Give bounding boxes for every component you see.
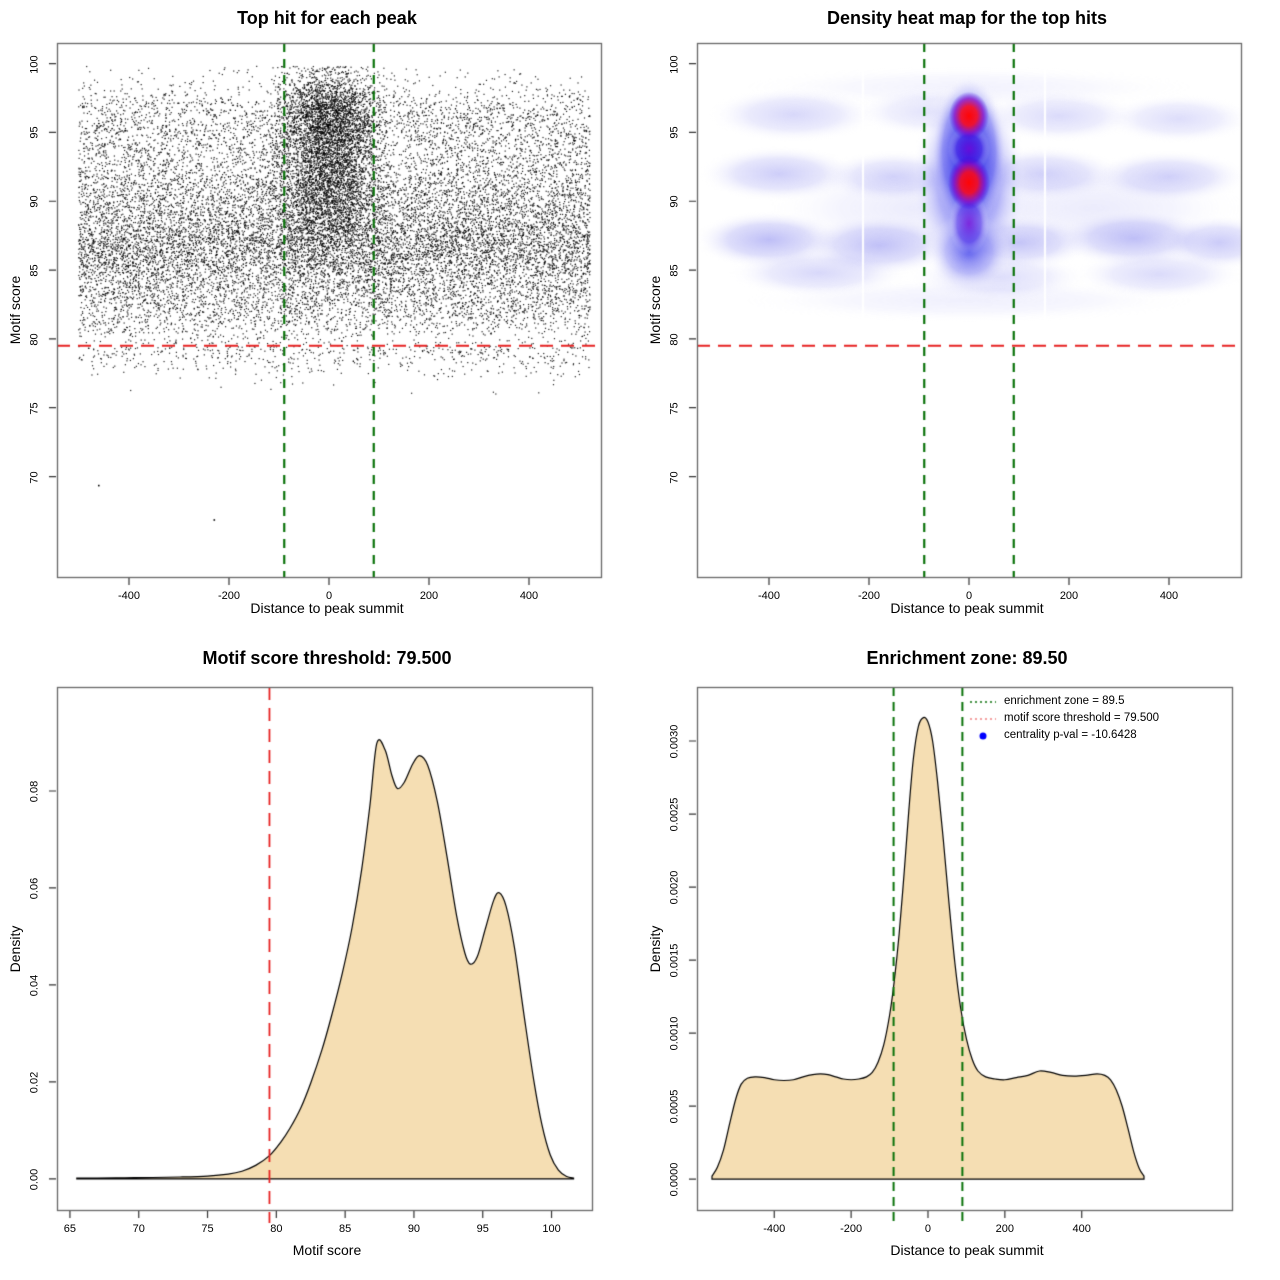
x-axis-label: Distance to peak summit [250, 600, 404, 616]
y-tick-label: 0.0020 [668, 870, 681, 905]
y-tick-label: 100 [668, 54, 681, 74]
x-tick-label: 400 [1159, 590, 1179, 602]
y-tick-label: 95 [668, 126, 681, 140]
y-tick-label: 90 [28, 195, 41, 208]
panel-title: Enrichment zone: 89.50 [866, 648, 1068, 668]
y-tick-label: 0.06 [28, 877, 41, 900]
x-tick-label: 0 [965, 590, 973, 602]
x-tick-label: -400 [763, 1223, 786, 1235]
panel-bottom-left-density: Motif score threshold: 79.500 Motif scor… [0, 640, 640, 1280]
density-plot-canvas [640, 640, 1280, 1280]
density-plot-canvas [0, 640, 640, 1280]
y-tick-label: 0.0000 [668, 1162, 681, 1197]
y-tick-label: 70 [668, 470, 681, 484]
y-tick-label: 90 [668, 195, 681, 208]
heatmap-plot-canvas [640, 0, 1280, 640]
x-axis-label: Distance to peak summit [890, 600, 1044, 616]
y-axis-label: Motif score [647, 275, 663, 345]
x-tick-label: 65 [63, 1223, 77, 1235]
y-tick-label: 70 [28, 470, 41, 484]
y-axis-label: Motif score [7, 275, 23, 345]
y-tick-label: 75 [28, 402, 41, 415]
x-tick-label: -200 [217, 590, 241, 602]
y-axis-label: Density [7, 925, 23, 973]
x-tick-label: 95 [476, 1223, 489, 1235]
panel-top-left-scatter: Top hit for each peak Distance to peak s… [0, 0, 640, 640]
x-tick-label: -200 [857, 590, 881, 602]
panel-title: Top hit for each peak [237, 8, 417, 28]
panel-title: Density heat map for the top hits [826, 8, 1108, 28]
x-tick-label: -400 [117, 590, 141, 602]
x-axis-label: Motif score [292, 1242, 362, 1258]
x-tick-label: 200 [995, 1223, 1015, 1235]
y-tick-label: 95 [28, 126, 41, 140]
panel-top-right-heatmap: Density heat map for the top hits Distan… [640, 0, 1280, 640]
panel-title: Motif score threshold: 79.500 [202, 648, 452, 668]
x-tick-label: 200 [1059, 590, 1079, 602]
x-tick-label: 400 [1072, 1223, 1091, 1235]
y-tick-label: 0.08 [28, 780, 41, 803]
y-tick-label: 80 [28, 333, 41, 346]
x-tick-label: 0 [924, 1223, 932, 1235]
x-tick-label: 80 [270, 1223, 283, 1235]
y-tick-label: 0.04 [28, 974, 41, 997]
y-tick-label: 85 [668, 264, 681, 277]
legend-item-score-threshold: motif score threshold = 79.500 [1004, 712, 1160, 724]
y-tick-label: 0.02 [28, 1071, 41, 1094]
y-tick-label: 0.0025 [668, 797, 681, 832]
x-tick-label: -400 [757, 590, 781, 602]
panel-bottom-right-density: Enrichment zone: 89.50 Distance to peak … [640, 640, 1280, 1280]
y-tick-label: 0.0010 [668, 1016, 681, 1051]
y-tick-label: 0.0005 [668, 1089, 681, 1124]
legend-item-centrality-pval: centrality p-val = -10.6428 [1004, 729, 1137, 741]
y-tick-label: 0.0015 [668, 943, 681, 978]
x-axis-label: Distance to peak summit [890, 1242, 1044, 1258]
y-tick-label: 85 [28, 264, 41, 277]
x-tick-label: 400 [519, 590, 539, 602]
scatter-plot-canvas [0, 0, 640, 640]
x-tick-label: 0 [325, 590, 333, 602]
x-tick-label: 75 [201, 1223, 214, 1235]
x-tick-label: 200 [419, 590, 439, 602]
y-tick-label: 100 [28, 54, 41, 74]
y-tick-label: 0.00 [28, 1168, 41, 1191]
y-tick-label: 80 [668, 333, 681, 346]
x-tick-label: 85 [339, 1223, 352, 1235]
x-tick-label: -200 [840, 1223, 863, 1235]
x-tick-label: 70 [132, 1223, 145, 1235]
y-tick-label: 0.0030 [668, 724, 681, 759]
legend-item-enrichment-zone: enrichment zone = 89.5 [1004, 695, 1125, 707]
y-axis-label: Density [647, 925, 663, 973]
y-tick-label: 75 [668, 402, 681, 415]
x-tick-label: 90 [407, 1223, 421, 1235]
x-tick-label: 100 [542, 1223, 561, 1235]
